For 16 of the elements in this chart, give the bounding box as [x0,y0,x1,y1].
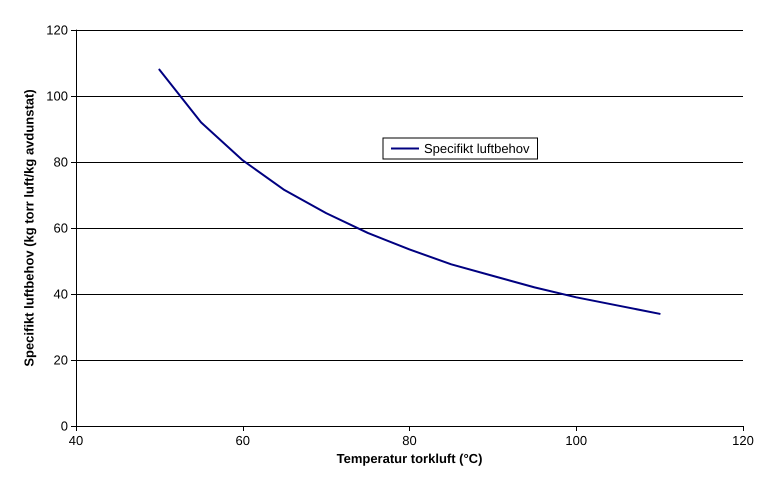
y-tick-label: 80 [54,154,68,170]
x-tick-label: 60 [236,433,250,448]
x-tick-label: 120 [732,433,754,448]
y-tick-label: 120 [46,22,68,38]
x-tick-label: 80 [402,433,417,448]
x-tick-label: 100 [565,433,588,448]
y-axis-title: Specifikt luftbehov (kg torr luft/kg avdunstat) [21,89,36,367]
y-tick-label: 100 [46,88,68,104]
line-series [158,68,661,315]
x-tick-label: 40 [68,433,84,448]
y-tick-label: 0 [60,418,68,434]
legend-label: Specifikt luftbehov [424,141,530,156]
y-tick-label: 60 [54,220,68,236]
y-tick-label: 20 [54,352,68,368]
x-axis-title: Temperatur torkluft (°C) [336,450,482,466]
y-tick-label: 40 [54,286,68,302]
